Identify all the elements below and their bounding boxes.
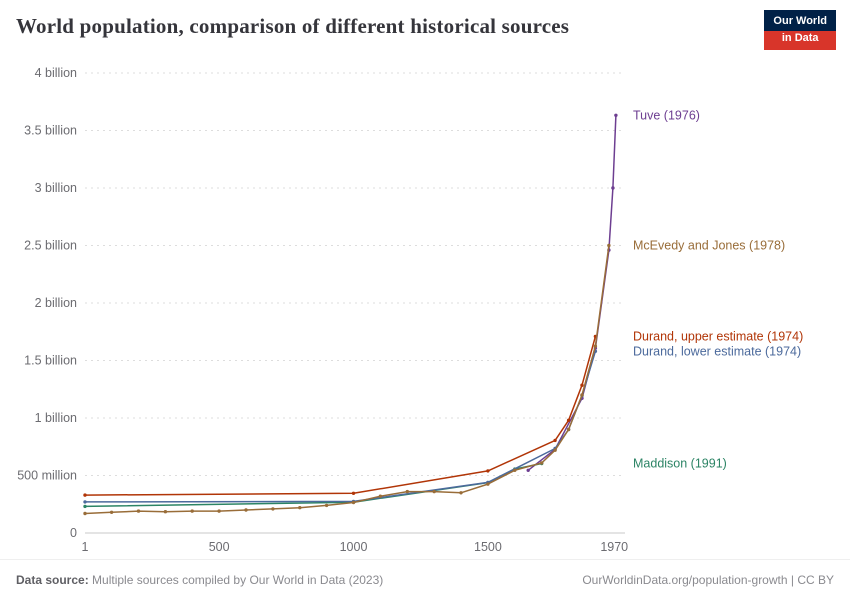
owid-logo-line1: Our World [773,15,827,27]
data-source-label: Data source: [16,573,89,587]
x-tick-label: 1 [82,540,89,554]
line-chart: 0 500 million 1 billion 1.5 billion 2 billio… [17,66,803,554]
data-point [540,461,544,465]
data-point [566,418,571,422]
data-point [614,113,618,118]
x-tick-label: 1000 [340,540,368,554]
data-point [244,508,248,512]
y-tick-label: 3 billion [35,181,77,195]
data-point [553,438,557,443]
series-label-durand-lower-estimate-1974: Durand, lower estimate (1974) [633,344,801,358]
data-point [83,511,87,516]
data-source-text: Multiple sources compiled by Our World i… [88,573,384,587]
x-tick-label: 1970 [600,540,628,554]
owid-url-link[interactable]: OurWorldinData.org/population-growth | C… [582,573,834,587]
page-title: World population, comparison of differen… [16,14,570,38]
data-point [486,482,490,486]
data-point [553,448,557,452]
data-point [351,500,356,505]
data-point [459,491,463,495]
data-point [580,393,584,397]
data-point [324,503,329,508]
data-point [109,510,114,514]
y-tick-label: 500 million [17,469,77,483]
data-point [526,468,530,472]
data-point [611,186,615,190]
data-point [271,507,275,511]
y-tick-label: 2 billion [35,296,77,310]
data-point [351,491,356,495]
series-line-mcevedy-and-jones-1978 [84,245,610,515]
data-source-note: Data source: Multiple sources compiled b… [16,573,383,587]
series-label-mcevedy-and-jones-1978: McEvedy and Jones (1978) [633,239,785,253]
y-tick-label: 4 billion [35,66,77,80]
data-point [83,493,87,497]
data-point [432,489,436,494]
data-point [136,509,141,513]
series-line-durand-lower-estimate-1974 [84,351,597,503]
y-tick-label: 3.5 billion [24,124,77,138]
series-label-maddison-1991: Maddison (1991) [633,457,727,471]
data-point [163,510,168,514]
y-tick-label: 2.5 billion [24,239,77,253]
owid-logo: Our World in Data [764,10,836,50]
data-point [566,427,571,432]
data-point [513,468,517,472]
x-tick-label: 1500 [474,540,502,554]
data-point [607,243,611,248]
data-point [190,509,194,513]
owid-logo-line2: in Data [764,30,836,50]
y-tick-label: 0 [70,526,77,540]
data-point [298,506,302,510]
data-point [217,509,221,513]
series-label-tuve-1976: Tuve (1976) [633,108,700,122]
chart-footer: Data source: Multiple sources compiled b… [0,559,850,600]
data-point [405,489,409,494]
y-tick-label: 1 billion [35,411,77,425]
data-point [83,500,87,504]
series-label-durand-upper-estimate-1974: Durand, upper estimate (1974) [633,329,803,343]
data-point [580,383,584,387]
data-point [378,494,383,498]
data-point [83,504,87,509]
y-tick-label: 1.5 billion [24,354,77,368]
data-point [593,344,598,348]
data-point [486,469,490,473]
x-tick-label: 500 [209,540,230,554]
